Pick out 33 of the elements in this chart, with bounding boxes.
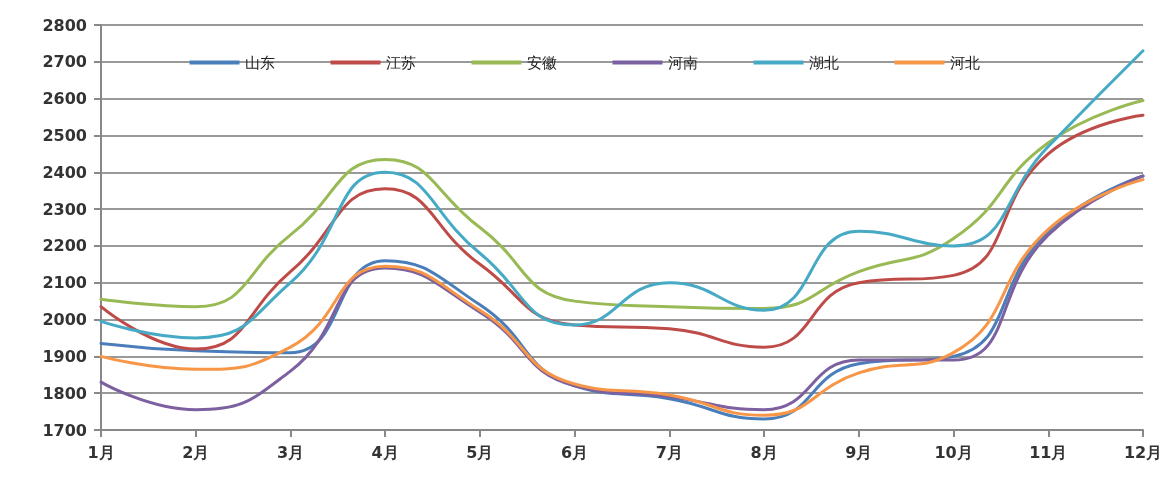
x-tick-label: 1月	[87, 442, 115, 462]
y-tick-label: 2700	[42, 52, 87, 72]
y-tick-label: 1800	[42, 383, 87, 403]
y-tick-label: 1900	[42, 346, 87, 366]
x-tick-label: 10月	[934, 442, 973, 462]
y-tick-label: 2200	[42, 236, 87, 256]
y-tick-label: 2400	[42, 162, 87, 182]
y-tick-label: 2800	[42, 15, 87, 35]
line-series	[99, 49, 1145, 340]
x-tick-label: 5月	[466, 442, 494, 462]
line-series	[99, 113, 1145, 351]
y-tick-label: 2000	[42, 310, 87, 330]
x-tick-label: 4月	[371, 442, 399, 462]
y-tick-label: 2100	[42, 273, 87, 293]
x-tick-label: 2月	[182, 442, 210, 462]
legend-label: 湖北	[808, 53, 839, 72]
x-tick-label: 8月	[750, 442, 778, 462]
legend-label: 安徽	[526, 53, 557, 72]
y-tick-label: 2300	[42, 199, 87, 219]
x-tick-label: 3月	[276, 442, 305, 462]
y-tick-label: 1700	[42, 420, 87, 440]
y-tick-label: 2600	[42, 89, 87, 109]
x-tick-label: 9月	[845, 442, 873, 462]
y-tick-label: 2500	[42, 125, 87, 145]
x-tick-label: 12月	[1123, 442, 1163, 462]
x-tick-label: 11月	[1029, 442, 1068, 462]
legend-label: 江苏	[385, 53, 416, 72]
line-series	[99, 98, 1145, 310]
legend-label: 河北	[949, 53, 980, 72]
legend-label: 河南	[667, 53, 698, 72]
legend-label: 山东	[244, 53, 275, 72]
x-tick-label: 6月	[561, 442, 589, 462]
x-tick-label: 7月	[655, 442, 683, 462]
